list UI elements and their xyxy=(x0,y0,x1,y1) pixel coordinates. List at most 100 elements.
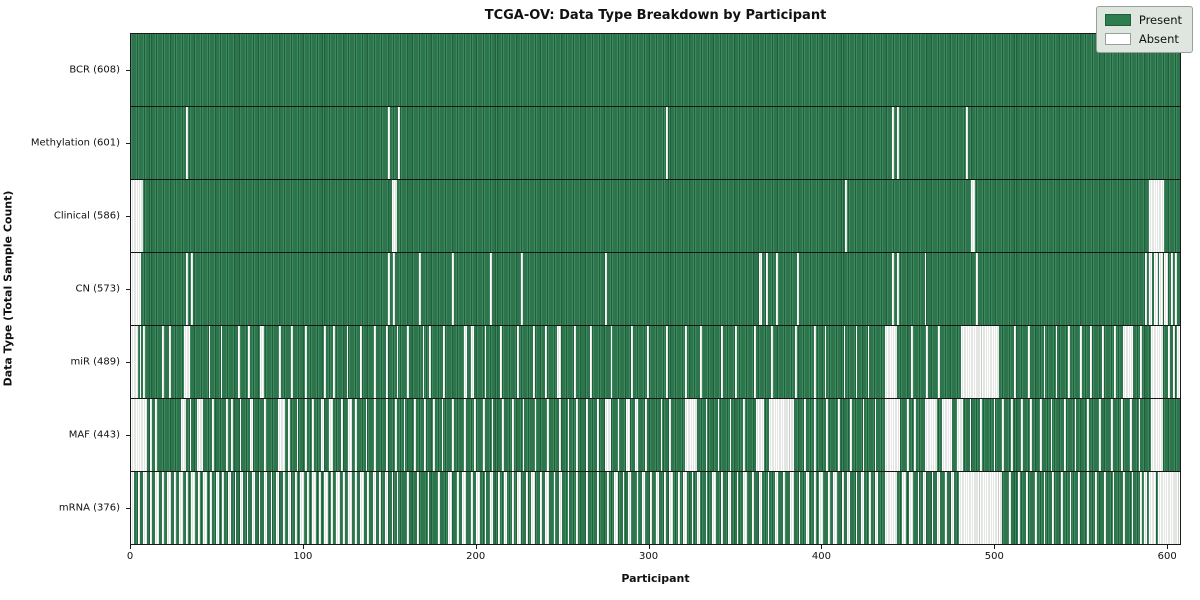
absent-stripe xyxy=(319,472,321,544)
absent-stripe xyxy=(372,472,376,544)
absent-stripe xyxy=(622,472,625,544)
absent-stripe xyxy=(576,472,578,544)
absent-stripe xyxy=(924,399,937,471)
absent-stripe xyxy=(441,399,444,471)
absent-stripe xyxy=(828,472,830,544)
absent-stripe xyxy=(312,399,314,471)
absent-stripe xyxy=(517,472,521,544)
absent-stripe xyxy=(131,326,138,398)
x-tick-mark xyxy=(475,545,477,549)
absent-stripe xyxy=(191,472,195,544)
absent-stripe xyxy=(419,253,421,325)
absent-swatch-icon xyxy=(1104,33,1131,45)
absent-stripe xyxy=(251,472,256,544)
absent-stripe xyxy=(1010,399,1013,471)
absent-stripe xyxy=(884,326,898,398)
absent-stripe xyxy=(1148,180,1165,252)
absent-stripe xyxy=(139,326,142,398)
absent-stripe xyxy=(143,326,145,398)
absent-stripe xyxy=(222,472,225,544)
chart-title: TCGA-OV: Data Type Breakdown by Particip… xyxy=(484,8,827,23)
absent-stripe xyxy=(391,180,397,252)
y-tick-mark xyxy=(126,215,130,217)
absent-stripe xyxy=(384,472,389,544)
absent-stripe xyxy=(355,472,357,544)
heatmap-row-maf xyxy=(131,398,1180,471)
absent-stripe xyxy=(717,399,720,471)
absent-stripe xyxy=(346,326,349,398)
absent-stripe xyxy=(976,253,979,325)
absent-stripe xyxy=(522,399,525,471)
absent-stripe xyxy=(874,472,879,544)
absent-stripe xyxy=(605,399,611,471)
absent-stripe xyxy=(484,472,487,544)
absent-stripe xyxy=(805,472,810,544)
absent-stripe xyxy=(755,399,765,471)
absent-stripe xyxy=(862,399,865,471)
absent-stripe xyxy=(443,326,445,398)
absent-stripe xyxy=(305,326,307,398)
absent-stripe xyxy=(1110,399,1113,471)
absent-stripe xyxy=(1143,472,1148,544)
absent-stripe xyxy=(1102,326,1105,398)
absent-stripe xyxy=(355,399,357,471)
absent-stripe xyxy=(491,399,494,471)
absent-stripe xyxy=(796,253,799,325)
x-tick-label-300: 300 xyxy=(639,551,659,562)
absent-stripe xyxy=(1167,326,1170,398)
absent-stripe xyxy=(1174,253,1177,325)
x-tick-mark xyxy=(302,545,304,549)
absent-stripe xyxy=(605,253,608,325)
absent-stripe xyxy=(1164,253,1168,325)
absent-stripe xyxy=(348,472,352,544)
y-axis-tick-labels: BCR (608) Methylation (601) Clinical (586)… xyxy=(0,33,130,545)
y-tick-label-bcr: BCR (608) xyxy=(69,64,120,76)
absent-stripe xyxy=(239,399,242,471)
absent-stripe xyxy=(341,399,344,471)
absent-stripe xyxy=(646,326,649,398)
absent-stripe xyxy=(636,472,639,544)
present-swatch-icon xyxy=(1104,14,1131,26)
absent-stripe xyxy=(803,399,806,471)
absent-stripe xyxy=(1069,472,1072,544)
absent-stripe xyxy=(1043,472,1046,544)
absent-stripe xyxy=(432,399,435,471)
absent-stripe xyxy=(386,326,389,398)
absent-stripe xyxy=(520,253,523,325)
absent-stripe xyxy=(1098,399,1101,471)
y-tick-mark xyxy=(126,69,130,71)
absent-stripe xyxy=(149,472,152,544)
absent-stripe xyxy=(841,472,844,544)
absent-stripe xyxy=(174,472,176,544)
absent-stripe xyxy=(924,253,927,325)
y-tick-label-mir: miR (489) xyxy=(70,356,120,368)
absent-stripe xyxy=(1078,472,1080,544)
absent-stripe xyxy=(574,326,577,398)
absent-stripe xyxy=(665,107,668,179)
absent-stripe xyxy=(282,472,285,544)
absent-stripe xyxy=(721,326,723,398)
absent-stripe xyxy=(300,472,304,544)
legend-entry-present: Present xyxy=(1104,13,1182,27)
absent-stripe xyxy=(979,399,982,471)
absent-stripe xyxy=(517,326,520,398)
y-tick-label-mrna: mRNA (376) xyxy=(58,502,120,514)
absent-stripe xyxy=(557,326,561,398)
absent-stripe xyxy=(1123,472,1125,544)
absent-stripe xyxy=(950,472,954,544)
heatmap-row-clinical xyxy=(131,179,1180,252)
absent-stripe xyxy=(589,326,592,398)
absent-stripe xyxy=(305,399,307,471)
absent-stripe xyxy=(1150,399,1163,471)
absent-stripe xyxy=(721,472,723,544)
absent-stripe xyxy=(826,399,829,471)
absent-stripe xyxy=(790,472,794,544)
absent-stripe xyxy=(403,399,406,471)
absent-stripe xyxy=(705,472,708,544)
absent-stripe xyxy=(1150,326,1163,398)
absent-stripe xyxy=(331,472,333,544)
absent-stripe xyxy=(945,472,948,544)
absent-stripe xyxy=(324,472,328,544)
absent-stripe xyxy=(279,326,282,398)
absent-stripe xyxy=(641,472,646,544)
